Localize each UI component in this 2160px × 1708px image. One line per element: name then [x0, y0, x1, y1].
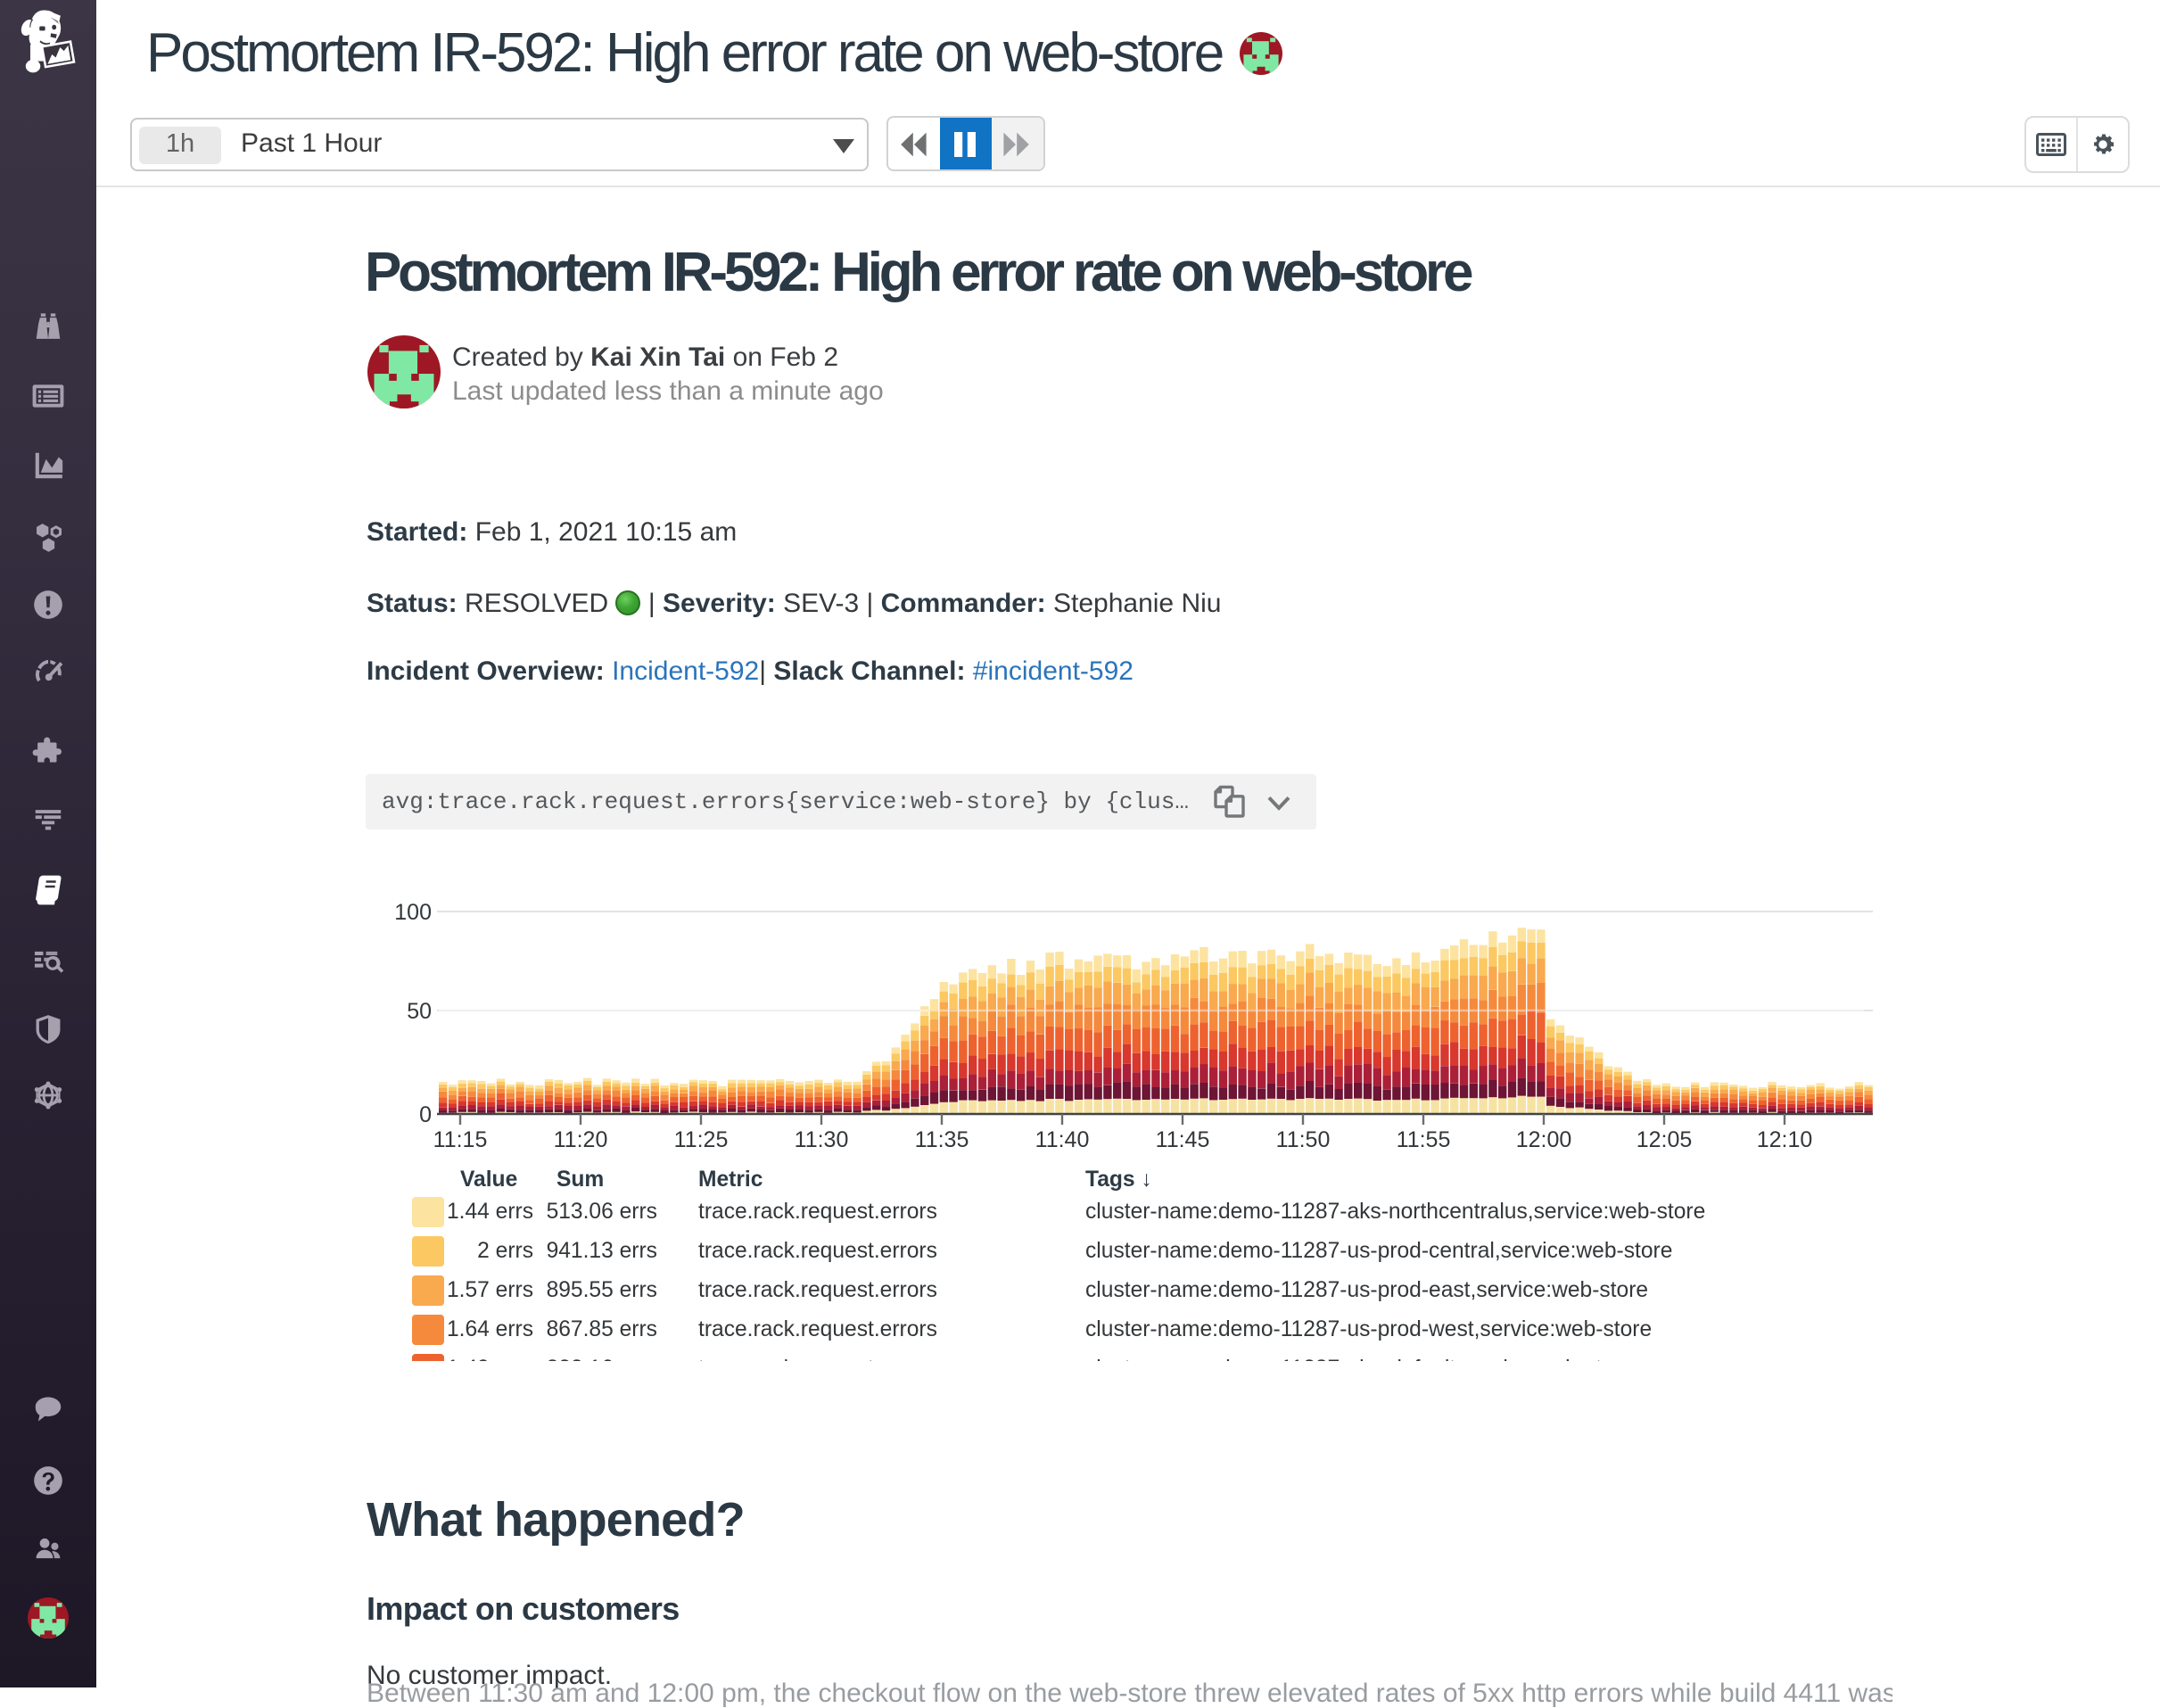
svg-text:12:10: 12:10 — [1757, 1127, 1813, 1152]
svg-text:11:40: 11:40 — [1035, 1127, 1090, 1152]
svg-text:12:05: 12:05 — [1636, 1127, 1693, 1152]
svg-text:12:00: 12:00 — [1516, 1127, 1572, 1152]
svg-text:11:25: 11:25 — [674, 1127, 729, 1152]
svg-text:11:20: 11:20 — [554, 1127, 608, 1152]
svg-text:100: 100 — [394, 900, 432, 925]
svg-text:50: 50 — [407, 999, 432, 1024]
svg-text:0: 0 — [419, 1102, 432, 1127]
svg-text:11:50: 11:50 — [1276, 1127, 1331, 1152]
svg-text:11:15: 11:15 — [433, 1127, 488, 1152]
svg-text:11:45: 11:45 — [1156, 1127, 1210, 1152]
svg-text:11:55: 11:55 — [1397, 1127, 1451, 1152]
svg-text:11:30: 11:30 — [795, 1127, 849, 1152]
svg-text:11:35: 11:35 — [915, 1127, 969, 1152]
